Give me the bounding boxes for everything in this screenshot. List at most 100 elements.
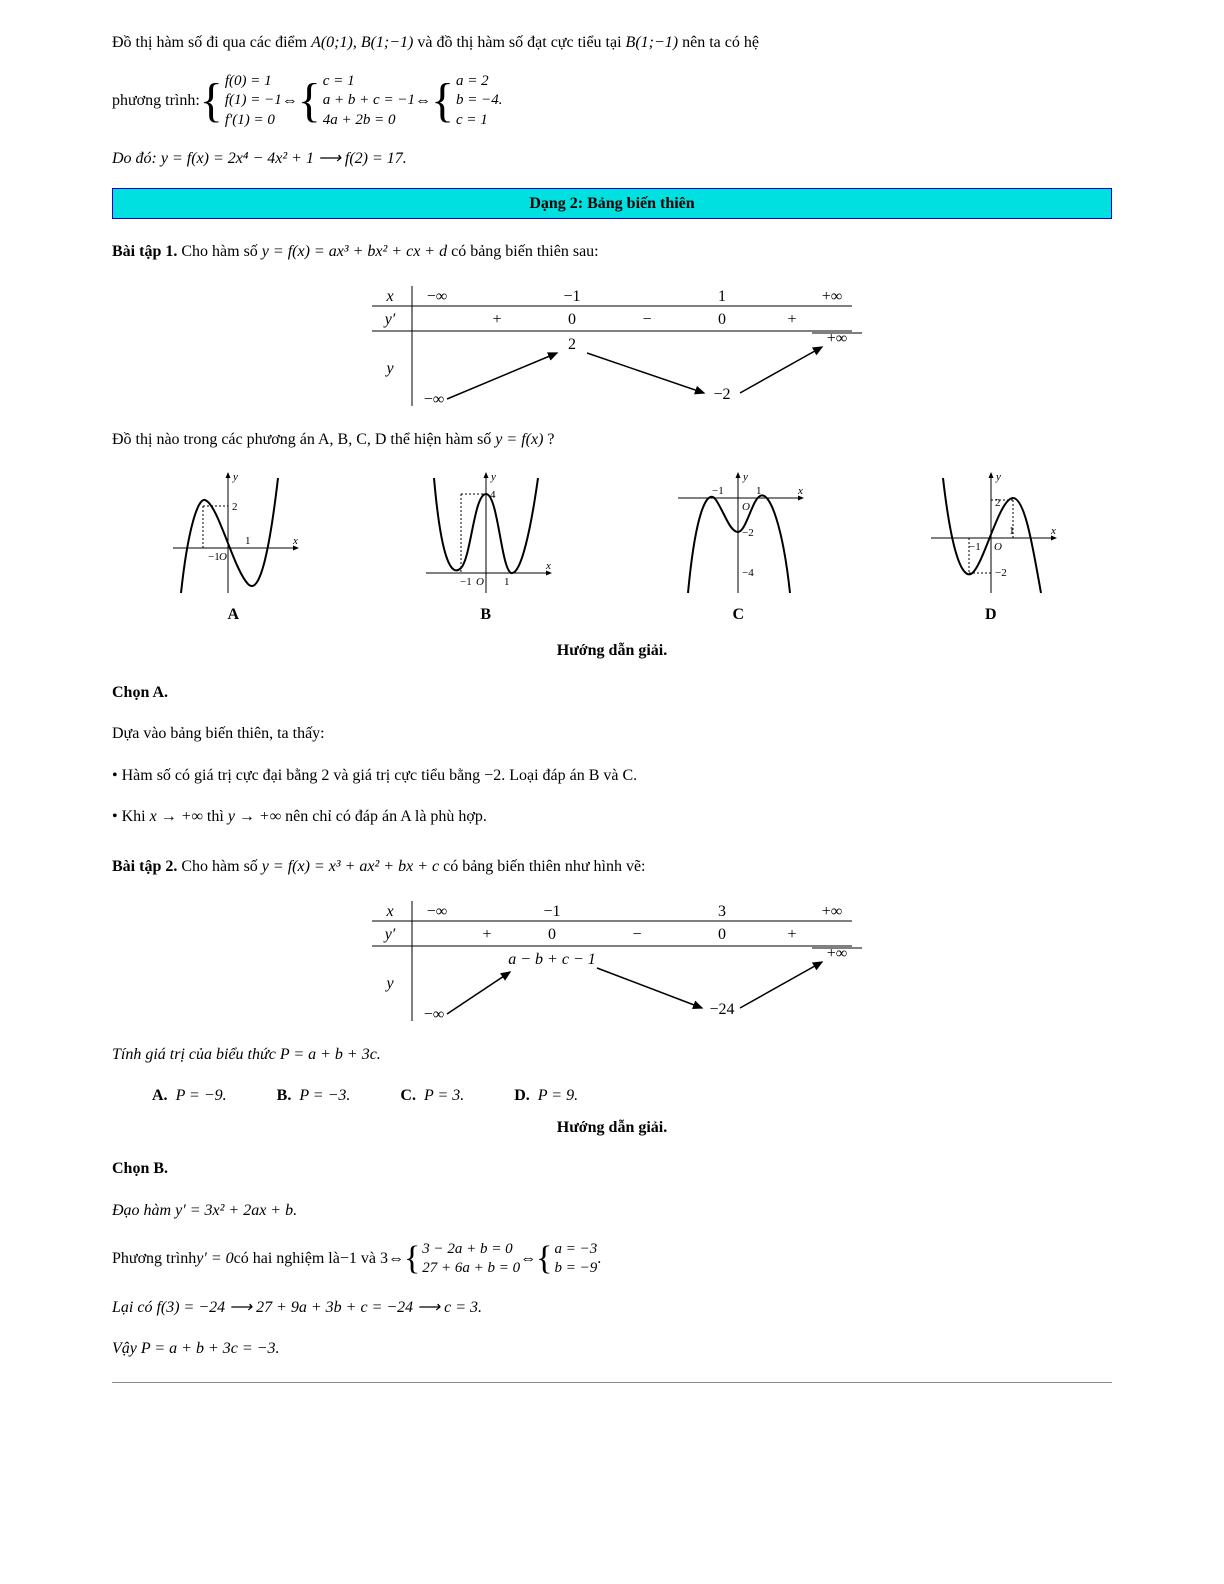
- svg-text:y: y: [384, 975, 394, 992]
- ex2-stem: Bài tập 2. Cho hàm số y = f(x) = x³ + ax…: [112, 854, 1112, 880]
- choice-d: D. P = 9.: [514, 1083, 578, 1109]
- ca: P = −9.: [176, 1087, 227, 1104]
- sys1-r2: f(1) = −1: [225, 91, 282, 111]
- iff: ⇔: [520, 1246, 536, 1272]
- t: Loại đáp án B và C.: [509, 767, 637, 784]
- graph-d: x y O −1 1 2 −2: [921, 468, 1061, 598]
- ex2-sol-l3: Lại có f(3) = −24 ⟶ 27 + 9a + 3b + c = −…: [112, 1295, 1112, 1321]
- sys1-r1: f(0) = 1: [225, 72, 282, 92]
- svg-text:1: 1: [504, 576, 510, 588]
- ex1-stem-post: có bảng biến thiên sau:: [451, 243, 599, 260]
- ex1-stem: Bài tập 1. Cho hàm số y = f(x) = ax³ + b…: [112, 239, 1112, 265]
- ex1-q-pre: Đồ thị nào trong các phương án A, B, C, …: [112, 431, 495, 448]
- svg-text:−1: −1: [208, 551, 220, 563]
- graph-b-label: B: [416, 602, 556, 628]
- t: thì: [207, 808, 228, 825]
- ex1-sol-b1: • Hàm số có giá trị cực đại bằng 2 và gi…: [112, 763, 1112, 789]
- ex2-choices: A. P = −9. B. P = −3. C. P = 3. D. P = 9…: [152, 1083, 1112, 1109]
- svg-text:−∞: −∞: [427, 903, 447, 920]
- sys3-r1: a = 2: [456, 72, 503, 92]
- point-a: A(0;1), B(1;−1): [311, 34, 413, 51]
- sys1-r3: f′(1) = 0: [225, 111, 282, 131]
- brace-icon: {: [298, 77, 321, 125]
- graph-c-box: x y O −1 1 −2 −4 C: [668, 468, 808, 628]
- svg-text:−2: −2: [995, 567, 1007, 579]
- svg-text:−1: −1: [712, 485, 724, 497]
- vt1-yp: y′: [383, 311, 396, 328]
- ex1-stem-pre: Cho hàm số: [181, 243, 261, 260]
- graph-c-label: C: [668, 602, 808, 628]
- svg-text:y: y: [742, 471, 748, 483]
- svg-text:O: O: [742, 501, 750, 513]
- sys2-r2: a + b + c = −1: [323, 91, 415, 111]
- intro-post: nên ta có hệ: [682, 34, 759, 51]
- svg-text:y: y: [995, 471, 1001, 483]
- r: a = −3: [555, 1240, 598, 1260]
- t: Phương trình: [112, 1246, 196, 1272]
- iff-2: ⇔: [415, 88, 431, 114]
- t: Cho hàm số: [181, 858, 261, 875]
- ex2-sol-l2: Phương trình y′ = 0 có hai nghiệm là −1 …: [112, 1240, 1112, 1279]
- ex2-solution-heading: Hướng dẫn giải.: [112, 1115, 1112, 1141]
- svg-text:x: x: [545, 560, 551, 572]
- t: .: [597, 1246, 601, 1272]
- variation-svg-2: x −∞ −1 3 +∞ y′ + 0 − 0 + y −∞ a − b + c…: [352, 896, 872, 1026]
- graphs-row: x y O −1 1 2 A x y O −1 1 4 B: [112, 468, 1112, 628]
- vt1-val: −∞: [424, 391, 444, 408]
- ex2-sys1: { 3 − 2a + b = 0 27 + 6a + b = 0: [404, 1240, 520, 1279]
- vt1-zero: 0: [568, 311, 576, 328]
- brace-icon: {: [404, 1242, 420, 1276]
- ex1-sol-b2: • Khi x → +∞ thì y → +∞ nên chỉ có đáp á…: [112, 804, 1112, 830]
- ex2-chon: Chọn B.: [112, 1156, 1112, 1182]
- svg-text:0: 0: [548, 926, 556, 943]
- svg-text:x: x: [292, 535, 298, 547]
- graph-b-box: x y O −1 1 4 B: [416, 468, 556, 628]
- ex1-fn: y = f(x) = ax³ + bx² + cx + d: [262, 243, 447, 260]
- vt1-xv: −1: [563, 288, 580, 305]
- graph-d-label: D: [921, 602, 1061, 628]
- svg-text:x: x: [797, 485, 803, 497]
- svg-text:−4: −4: [742, 567, 754, 579]
- graph-c: x y O −1 1 −2 −4: [668, 468, 808, 598]
- intro-pre: Đồ thị hàm số đi qua các điểm: [112, 34, 311, 51]
- ex1-sol-l1: Dựa vào bảng biến thiên, ta thấy:: [112, 721, 1112, 747]
- graph-d-box: x y O −1 1 2 −2 D: [921, 468, 1061, 628]
- svg-text:1: 1: [1009, 525, 1015, 537]
- vt1-sign: −: [642, 311, 651, 328]
- ex1-label: Bài tập 1.: [112, 243, 181, 260]
- svg-text:x: x: [385, 903, 393, 920]
- iff-1: ⇔: [282, 88, 298, 114]
- intro-conclusion: Do đó: y = f(x) = 2x⁴ − 4x² + 1 ⟶ f(2) =…: [112, 146, 1112, 172]
- ex1-variation-table: x −∞ −1 1 +∞ y′ + 0 − 0 + y −∞ 2 −2 +∞: [352, 281, 872, 411]
- vt1-xv: 1: [718, 288, 726, 305]
- svg-text:1: 1: [245, 535, 251, 547]
- graph-b: x y O −1 1 4: [416, 468, 556, 598]
- cd: P = 9.: [538, 1087, 578, 1104]
- ex2-sys2: { a = −3 b = −9: [536, 1240, 597, 1279]
- system-row: phương trình: { f(0) = 1 f(1) = −1 f′(1)…: [112, 72, 1112, 131]
- v: x → +∞: [150, 808, 203, 825]
- brace-icon: {: [431, 77, 454, 125]
- choice-b: B. P = −3.: [277, 1083, 351, 1109]
- svg-text:O: O: [476, 576, 484, 588]
- system-1: { f(0) = 1 f(1) = −1 f′(1) = 0: [200, 72, 282, 131]
- graph-a: x y O −1 1 2: [163, 468, 303, 598]
- sys2-r3: 4a + 2b = 0: [323, 111, 415, 131]
- sys3-r2: b = −4.: [456, 91, 503, 111]
- sys3-r3: c = 1: [456, 111, 503, 131]
- r: b = −9: [555, 1259, 598, 1279]
- ex1-q-post: ?: [547, 431, 554, 448]
- system-2: { c = 1 a + b + c = −1 4a + 2b = 0: [298, 72, 415, 131]
- v: y → +∞: [228, 808, 281, 825]
- vt1-val: −2: [713, 386, 730, 403]
- choice-a: A. P = −9.: [152, 1083, 227, 1109]
- vt1-val: 2: [568, 336, 576, 353]
- v: −2.: [484, 767, 505, 784]
- vt1-xv: +∞: [822, 288, 842, 305]
- vt1-x: x: [385, 288, 393, 305]
- svg-text:3: 3: [718, 903, 726, 920]
- ex2-sol-l4: Vậy P = a + b + 3c = −3.: [112, 1336, 1112, 1362]
- svg-text:y: y: [232, 471, 238, 483]
- ex1-solution-heading: Hướng dẫn giải.: [112, 638, 1112, 664]
- vt1-sign: +: [787, 311, 796, 328]
